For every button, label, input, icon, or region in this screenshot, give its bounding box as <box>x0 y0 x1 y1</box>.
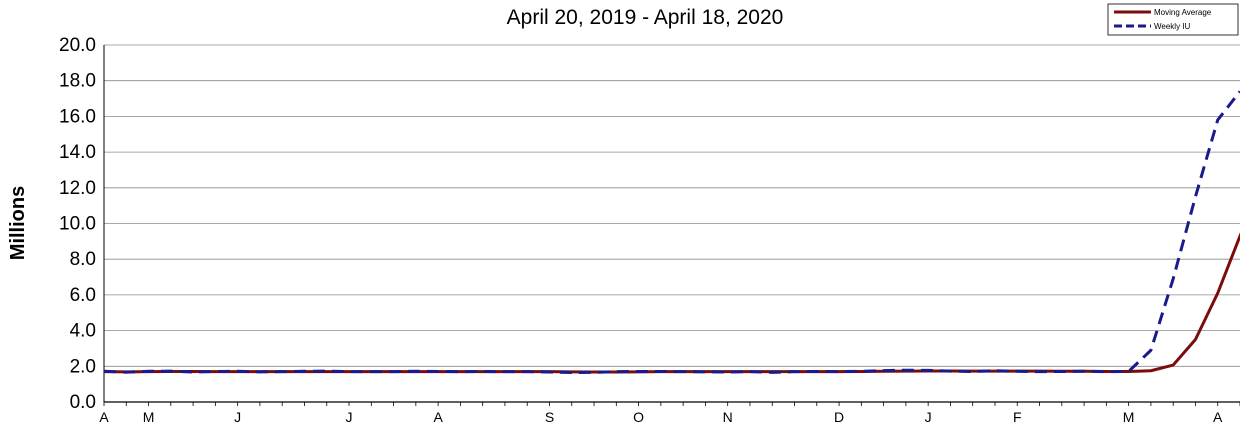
gridlines <box>104 44 1240 403</box>
x-tick-label: O <box>633 409 644 425</box>
y-tick-label: 0.0 <box>70 392 96 413</box>
x-tick-label: D <box>834 409 844 425</box>
x-tick-label: N <box>723 409 733 425</box>
x-tick-label: A <box>433 409 443 425</box>
legend: Moving Average Weekly IU <box>1107 3 1239 36</box>
y-tick-label: 16.0 <box>59 106 96 127</box>
y-tick-label: 12.0 <box>59 178 96 199</box>
x-tick-label: A <box>99 409 109 425</box>
x-tick-label: F <box>1013 409 1022 425</box>
y-axis-label: Millions <box>7 186 29 260</box>
x-tick-label: M <box>1123 409 1135 425</box>
y-tick-label: 2.0 <box>70 356 96 377</box>
series-lines <box>103 90 1240 375</box>
y-tick-label: 18.0 <box>59 71 96 92</box>
y-tick-label: 4.0 <box>70 321 96 342</box>
y-tick-label: 6.0 <box>70 285 96 306</box>
x-tick-label: S <box>545 409 554 425</box>
y-tick-label: 14.0 <box>59 142 96 163</box>
x-tick-label: J <box>925 409 932 425</box>
x-tick-label: M <box>143 409 155 425</box>
y-tick-label: 20.0 <box>59 35 96 56</box>
legend-box <box>1107 3 1239 36</box>
chart-title: April 20, 2019 - April 18, 2020 <box>507 6 784 29</box>
x-tick-label: J <box>234 409 241 425</box>
y-tick-label: 10.0 <box>59 214 96 235</box>
x-tick-label: A <box>1213 409 1223 425</box>
x-tick-label: J <box>346 409 353 425</box>
legend-label-moving-average: Moving Average <box>1154 8 1212 17</box>
legend-label-weekly-iu: Weekly IU <box>1154 22 1191 31</box>
series-line-moving-average <box>103 232 1240 374</box>
y-axis-ticks: 0.0 2.0 4.0 6.0 8.0 10.0 12.0 14.0 16.0 18.0 20.0 <box>59 35 96 413</box>
y-tick-label: 8.0 <box>70 249 96 270</box>
